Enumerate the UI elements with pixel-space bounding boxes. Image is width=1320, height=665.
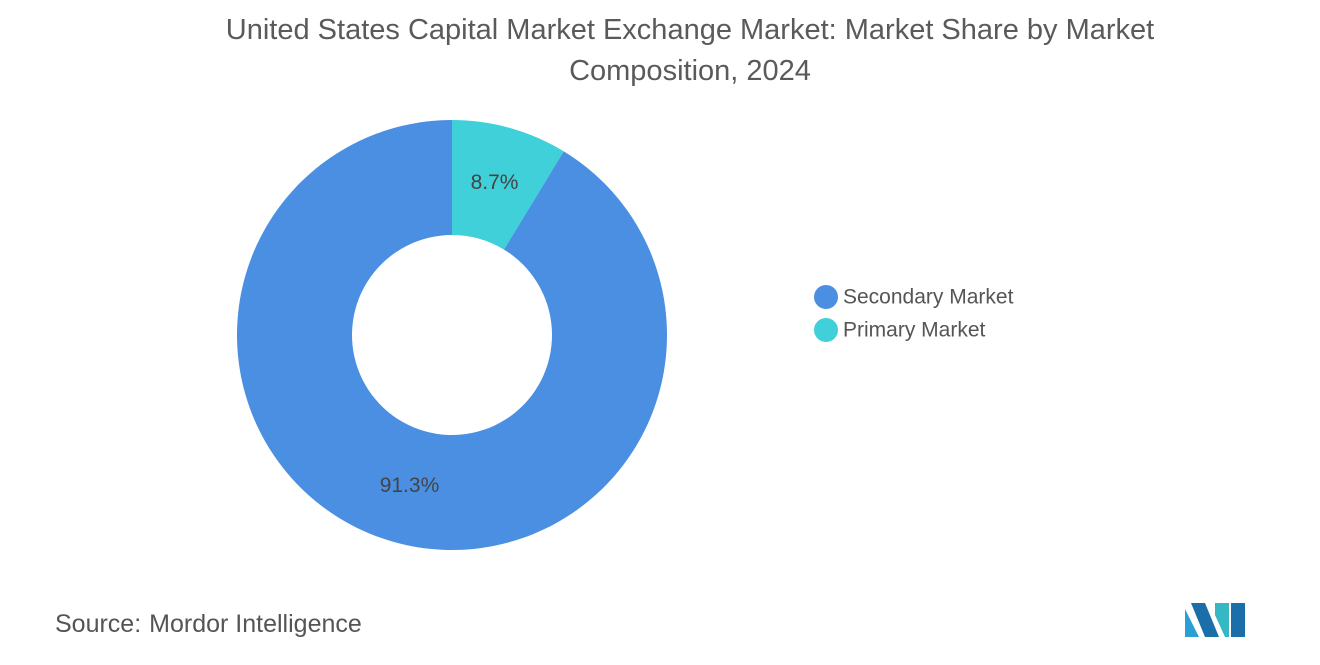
slice bbox=[237, 120, 668, 550]
data-label: 91.3% bbox=[380, 474, 440, 497]
source: Source: Mordor Intelligence bbox=[55, 610, 370, 639]
data-label: 8.7% bbox=[471, 171, 519, 194]
chart-title: United States Capital Market Exchange Ma… bbox=[225, 14, 1155, 87]
legend-marker bbox=[814, 318, 838, 342]
slice bbox=[452, 120, 564, 250]
legend-marker bbox=[814, 285, 838, 309]
source-label: Source: bbox=[55, 610, 142, 638]
source-name: Mordor Intelligence bbox=[149, 610, 362, 638]
legend-label: Secondary Market bbox=[843, 286, 1014, 309]
logo bbox=[1185, 603, 1245, 637]
legend-label: Primary Market bbox=[843, 319, 986, 342]
